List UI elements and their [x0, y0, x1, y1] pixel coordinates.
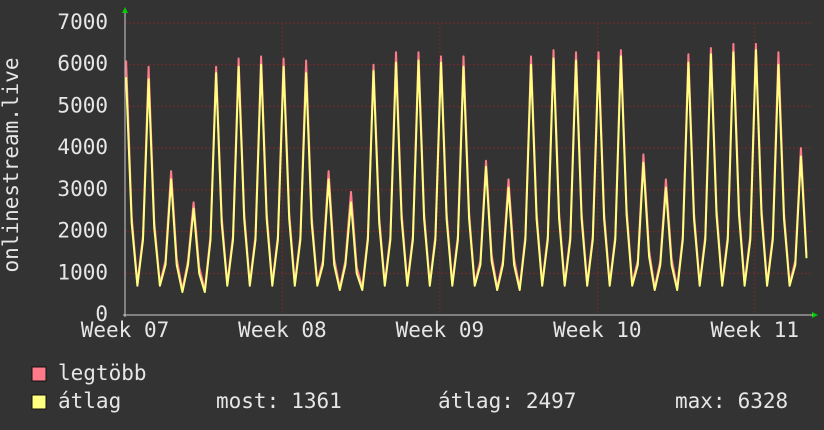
y-tick-label: 0: [95, 302, 108, 326]
legend-swatch: [31, 366, 47, 382]
y-tick-label: 2000: [57, 219, 108, 243]
y-tick-label: 7000: [57, 10, 108, 34]
stat-label: max:: [675, 389, 726, 413]
x-tick-label: Week 07: [81, 318, 170, 342]
legend-label: átlag: [58, 389, 121, 413]
y-tick-label: 3000: [57, 177, 108, 201]
y-tick-label: 4000: [57, 135, 108, 159]
stat-value: 1361: [291, 389, 342, 413]
x-tick-label: Week 10: [553, 318, 642, 342]
stat-label: most:: [216, 389, 279, 413]
axis-arrow: [122, 7, 128, 13]
y-tick-label: 6000: [57, 52, 108, 76]
stat-value: 2497: [526, 389, 577, 413]
x-tick-label: Week 09: [396, 318, 485, 342]
legend-swatch: [31, 394, 47, 410]
y-tick-label: 5000: [57, 93, 108, 117]
series-line: [125, 49, 808, 294]
legend-label: legtöbb: [58, 361, 147, 385]
axis-arrow: [812, 312, 818, 318]
stat-value: 6328: [738, 389, 789, 413]
stat: átlag: 2497: [438, 389, 576, 413]
y-tick-label: 1000: [57, 260, 108, 284]
x-tick-label: Week 11: [711, 318, 800, 342]
stat-label: átlag:: [438, 389, 514, 413]
stat: max: 6328: [675, 389, 788, 413]
x-tick-label: Week 08: [238, 318, 327, 342]
y-axis-title: onlinestream.live: [0, 58, 23, 273]
stat: most: 1361: [216, 389, 342, 413]
